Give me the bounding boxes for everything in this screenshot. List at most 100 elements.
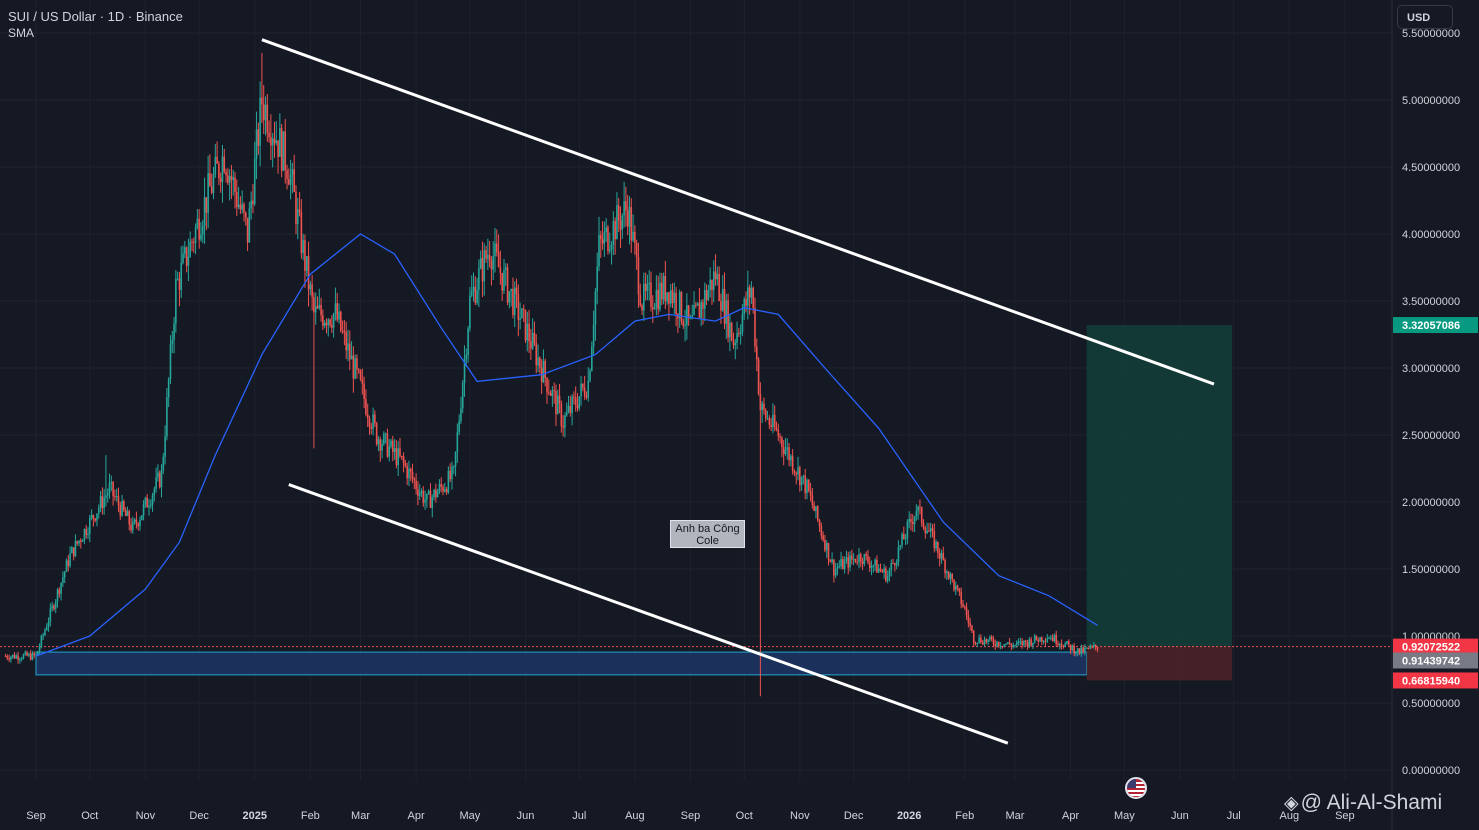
candle-body [221, 156, 224, 182]
candle-body [228, 175, 231, 183]
x-tick-label: Feb [301, 810, 320, 822]
candle-body [544, 360, 547, 378]
candle-body [565, 411, 568, 416]
candle-body [990, 636, 993, 640]
candle-body [594, 291, 597, 325]
candle-body [963, 606, 966, 608]
candle-body [1050, 637, 1052, 639]
watermark-text: @ Ali-Al-Shami [1300, 791, 1443, 814]
symbol-title[interactable]: SUI / US Dollar · 1D · Binance [8, 9, 183, 24]
candle-body [535, 342, 538, 366]
candle-body [599, 235, 602, 240]
candle-body [286, 170, 288, 180]
candle-body [651, 307, 654, 309]
candle-body [392, 440, 394, 453]
candle-body [494, 243, 496, 257]
candle-body [926, 530, 928, 534]
trendlines[interactable] [261, 38, 1215, 745]
candle-body [675, 292, 677, 315]
candle-body [711, 279, 713, 291]
candle-body [739, 332, 742, 334]
candle-body [632, 231, 634, 241]
candle-body [639, 294, 642, 306]
candle-body [707, 289, 710, 300]
candle-body [33, 652, 36, 656]
annotation-line-2: Cole [696, 535, 719, 547]
candle-body [1005, 643, 1007, 645]
candle-body [1087, 647, 1090, 649]
indicator-label[interactable]: SMA [8, 26, 35, 40]
candle-body [712, 271, 715, 291]
candle-body [234, 177, 236, 193]
candle-body [463, 358, 466, 383]
candle-body [508, 291, 511, 303]
candle-body [946, 571, 948, 574]
candle-body [822, 535, 824, 541]
candle-body [87, 533, 89, 535]
candle-body [352, 355, 355, 379]
candle-body [589, 370, 591, 381]
candle-body [981, 642, 984, 645]
candle-body [431, 497, 434, 508]
candle-body [264, 104, 267, 121]
x-tick-label: Apr [1062, 810, 1079, 822]
candle-body [702, 302, 704, 309]
text-annotation[interactable]: Anh ba Công Cole [670, 520, 745, 548]
candle-body [861, 561, 864, 564]
candle-body [404, 462, 407, 467]
candle-body [354, 358, 356, 379]
candle-body [1082, 647, 1084, 653]
price-label-box [1393, 652, 1478, 669]
candle-body [1008, 642, 1011, 645]
candle-body [13, 654, 16, 659]
candle-body [741, 314, 744, 333]
candle-body [904, 537, 907, 540]
candle-body [799, 467, 801, 486]
candle-body [587, 380, 590, 398]
candle-body [763, 403, 765, 410]
candle-body [413, 478, 416, 481]
candle-body [956, 585, 959, 589]
candle-body [225, 171, 227, 176]
candle-body [766, 418, 769, 420]
candle-body [309, 284, 312, 290]
y-tick-label: 4.50000000 [1402, 162, 1460, 174]
candle-body [429, 490, 432, 508]
x-tick-label: Aug [625, 810, 645, 822]
candle-body [1015, 642, 1018, 646]
candle-body [696, 303, 699, 306]
candle-body [856, 561, 858, 563]
candle-body [97, 508, 100, 514]
candle-body [210, 186, 213, 193]
candle-body [643, 283, 645, 311]
candle-body [978, 637, 980, 643]
candle-body [81, 540, 84, 542]
currency-button[interactable]: USD [1397, 5, 1453, 29]
candle-body [313, 297, 315, 313]
candle-body [816, 506, 819, 521]
price-axis[interactable]: 0.000000000.500000001.000000001.50000000… [1391, 0, 1460, 830]
x-tick-label: May [460, 810, 481, 822]
candle-body [596, 266, 599, 292]
candle-body [591, 346, 593, 371]
x-tick-label: 2025 [243, 810, 267, 822]
candle-body [368, 418, 371, 427]
candle-body [388, 446, 391, 457]
candle-body [686, 305, 688, 325]
watermark: ◈@ Ali-Al-Shami [1284, 791, 1442, 815]
candle-body [938, 553, 941, 559]
candle-body [96, 513, 98, 521]
candle-body [960, 592, 962, 604]
us-flag-icon[interactable] [1125, 777, 1147, 799]
candle-body [662, 275, 665, 300]
price-label-box [1393, 317, 1478, 334]
candle-body [721, 288, 724, 311]
candle-body [894, 563, 896, 566]
time-axis[interactable]: Sep Oct Nov Dec 2025 Feb Mar Apr May Jun Jul Aug Sep… [26, 810, 1354, 822]
candle-body [243, 204, 245, 213]
candle-body [608, 249, 611, 252]
candle-body [390, 440, 392, 447]
candle-body [1001, 645, 1004, 647]
candle-body [180, 262, 183, 290]
